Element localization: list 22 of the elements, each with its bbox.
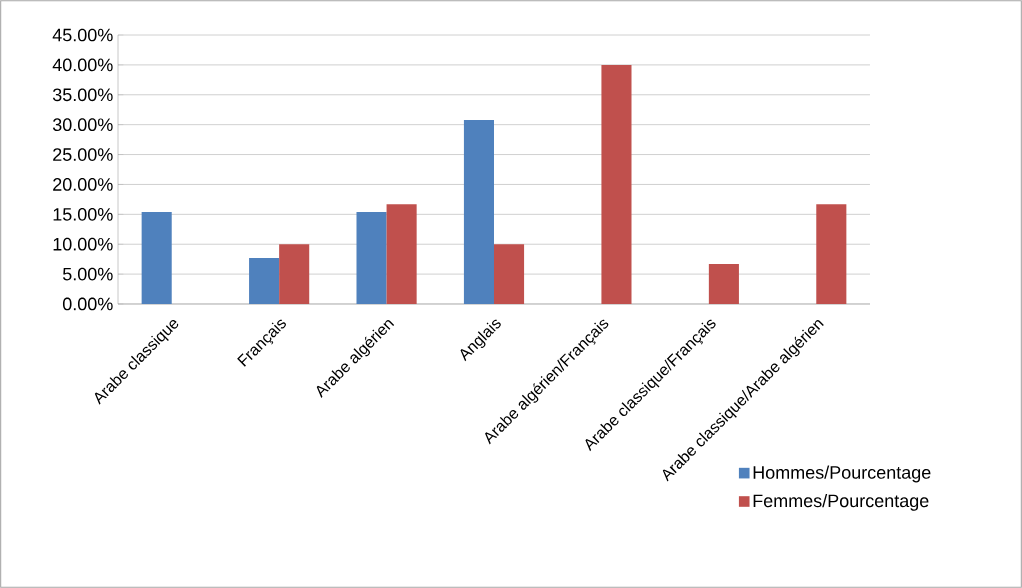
bar [463, 119, 494, 304]
y-tick-label: 35.00% [52, 88, 113, 102]
legend-label: Femmes/Pourcentage [753, 493, 929, 511]
y-tick-label: 30.00% [52, 118, 113, 132]
y-tick-label: 10.00% [53, 237, 113, 251]
bar [494, 244, 525, 304]
y-tick-label: 40.00% [52, 58, 113, 72]
bar [386, 204, 417, 304]
y-tick-label: 15.00% [53, 207, 113, 221]
y-tick-label: 25.00% [53, 148, 113, 161]
y-tick-label: 45.00% [52, 28, 113, 42]
bar [279, 244, 310, 304]
bar [601, 64, 632, 304]
legend-label: Hommes/Pourcentage [753, 465, 931, 483]
y-tick-label: 0.00% [62, 297, 113, 311]
y-tick-label: 20.00% [53, 178, 113, 191]
bar [816, 204, 847, 304]
bar [249, 257, 280, 304]
bar [141, 211, 172, 304]
bar [708, 263, 739, 304]
y-tick-label: 5.00% [62, 267, 113, 281]
bar [356, 211, 387, 304]
